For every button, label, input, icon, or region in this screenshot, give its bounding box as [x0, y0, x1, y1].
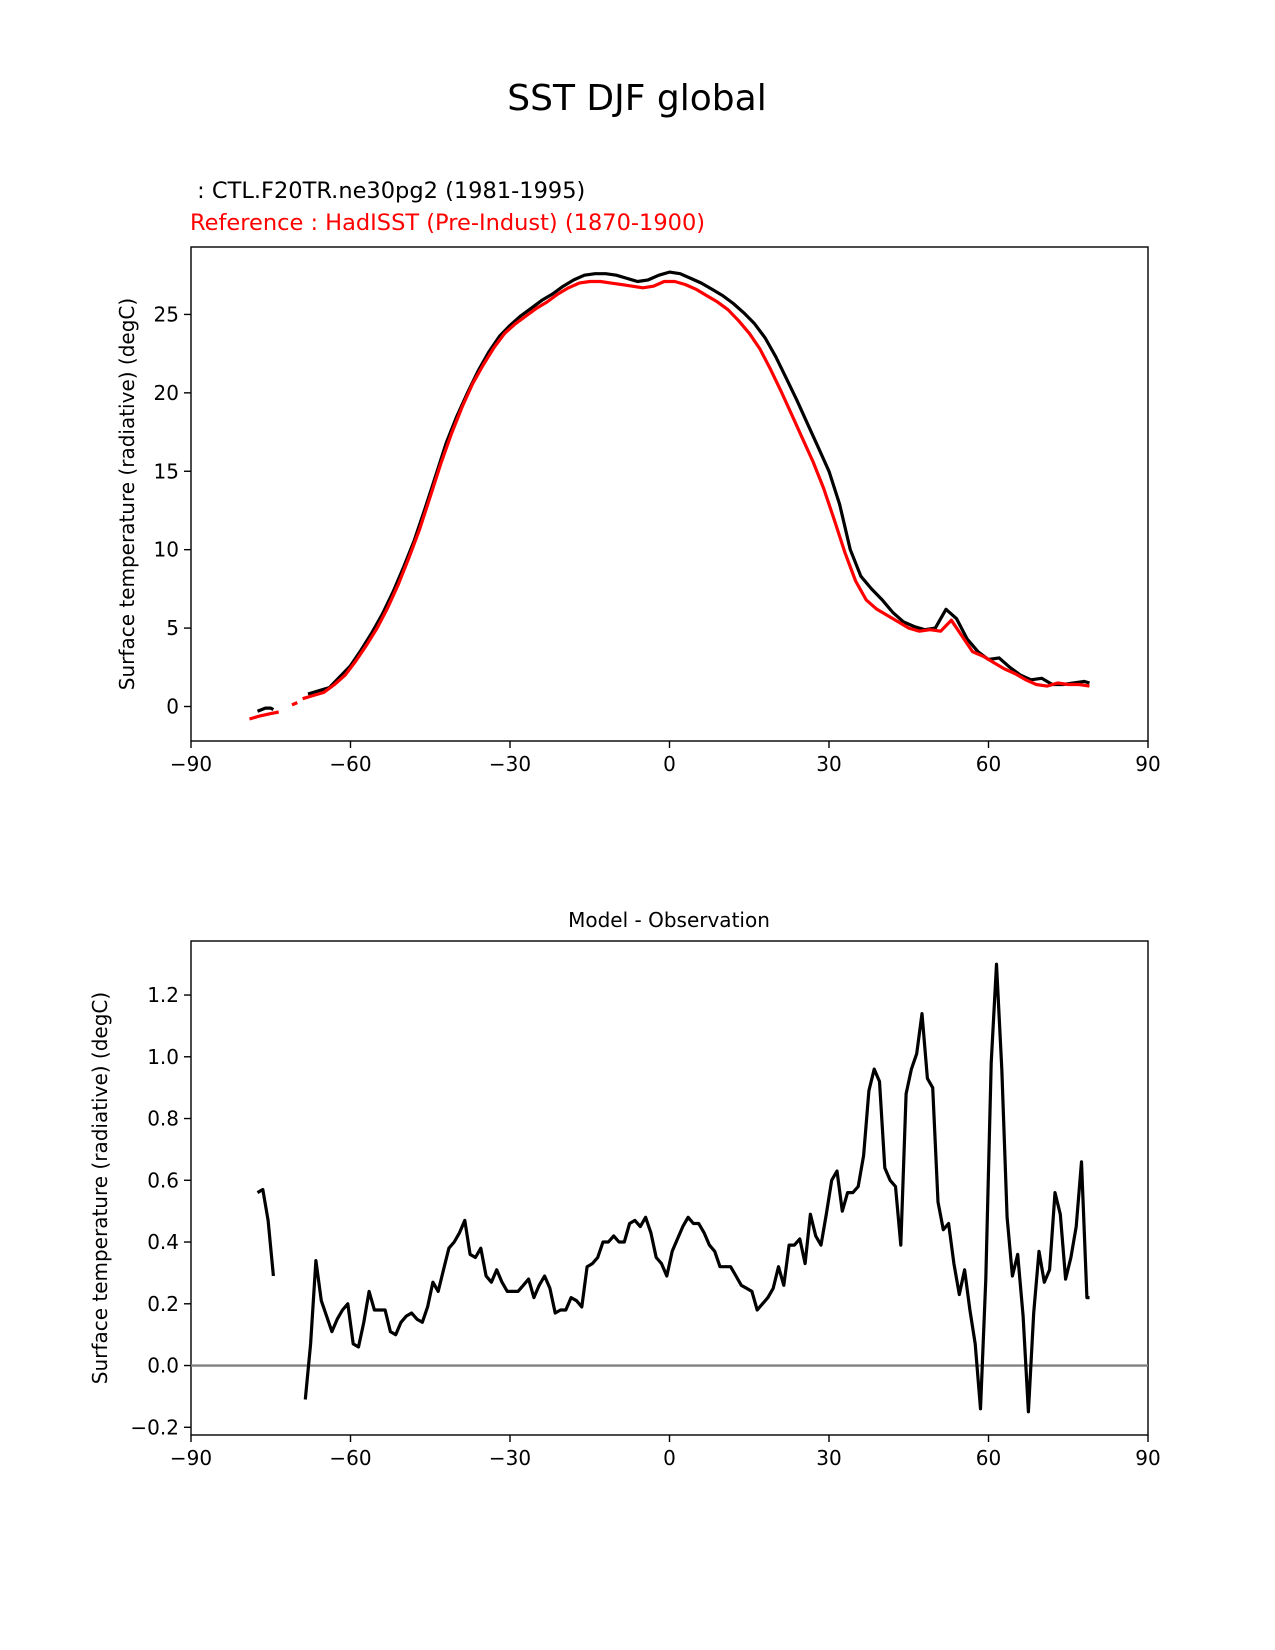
top-series-1-line	[291, 701, 298, 707]
reference-label: Reference : HadISST (Pre-Indust) (1870-1…	[190, 210, 705, 236]
top-y-axis-label: Surface temperature (radiative) (degC)	[115, 298, 139, 690]
bottom-y-tick-label: 0.2	[147, 1292, 179, 1316]
bottom-series-lines	[191, 962, 1148, 1414]
bottom-x-tick-label: −90	[170, 1446, 212, 1470]
bottom-x-tick-label: 90	[1135, 1446, 1160, 1470]
top-series-1-line	[249, 710, 280, 721]
top-y-tick-label: 10	[154, 538, 179, 562]
top-y-tick-label: 15	[154, 459, 179, 483]
bottom-y-tick-label: 0.4	[147, 1230, 179, 1254]
top-y-tick-label: 0	[166, 694, 179, 718]
top-panel: −90 −60 −30 0 30 60 90 0 5 10 15 20 25 Surface temp…	[115, 246, 1161, 776]
top-series-1-line	[302, 279, 1090, 701]
bottom-series-0-line	[256, 1187, 275, 1277]
bottom-x-tick-label: 0	[663, 1446, 676, 1470]
bottom-y-axis: −0.2 0.0 0.2 0.4 0.6 0.8 1.0 1.2	[130, 983, 191, 1439]
top-x-tick-label: 30	[816, 752, 841, 776]
bottom-panel-title: Model - Observation	[568, 908, 770, 932]
bottom-y-tick-label: −0.2	[130, 1415, 179, 1439]
bottom-x-tick-label: −60	[329, 1446, 371, 1470]
bottom-y-tick-label: 1.2	[147, 983, 179, 1007]
top-x-tick-label: 60	[976, 752, 1001, 776]
bottom-x-tick-label: −30	[489, 1446, 531, 1470]
top-series-lines	[249, 270, 1090, 721]
bottom-y-axis-label: Surface temperature (radiative) (degC)	[88, 992, 112, 1384]
bottom-y-tick-label: 0.6	[147, 1168, 179, 1192]
top-x-tick-label: 0	[663, 752, 676, 776]
bottom-x-tick-label: 60	[976, 1446, 1001, 1470]
bottom-y-tick-label: 0.0	[147, 1354, 179, 1378]
top-x-tick-label: −60	[329, 752, 371, 776]
top-x-tick-label: −30	[489, 752, 531, 776]
top-y-tick-label: 25	[154, 302, 179, 326]
bottom-x-axis: −90 −60 −30 0 30 60 90	[170, 1435, 1161, 1470]
top-y-tick-label: 5	[166, 616, 179, 640]
bottom-y-tick-label: 0.8	[147, 1107, 179, 1131]
bottom-y-tick-label: 1.0	[147, 1045, 179, 1069]
top-series-0-line	[256, 706, 275, 713]
test-case-label: : CTL.F20TR.ne30pg2 (1981-1995)	[190, 178, 585, 204]
top-x-tick-label: −90	[170, 752, 212, 776]
figure-title: SST DJF global	[507, 78, 766, 119]
top-y-tick-label: 20	[154, 381, 179, 405]
bottom-series-0-line	[303, 962, 1090, 1414]
top-x-tick-label: 90	[1135, 752, 1160, 776]
top-y-axis: 0 5 10 15 20 25	[154, 302, 191, 718]
top-x-axis: −90 −60 −30 0 30 60 90	[170, 741, 1161, 776]
bottom-x-tick-label: 30	[816, 1446, 841, 1470]
bottom-panel: Model - Observation −90 −60 −30 0 30 60 90 −0.…	[88, 908, 1161, 1470]
